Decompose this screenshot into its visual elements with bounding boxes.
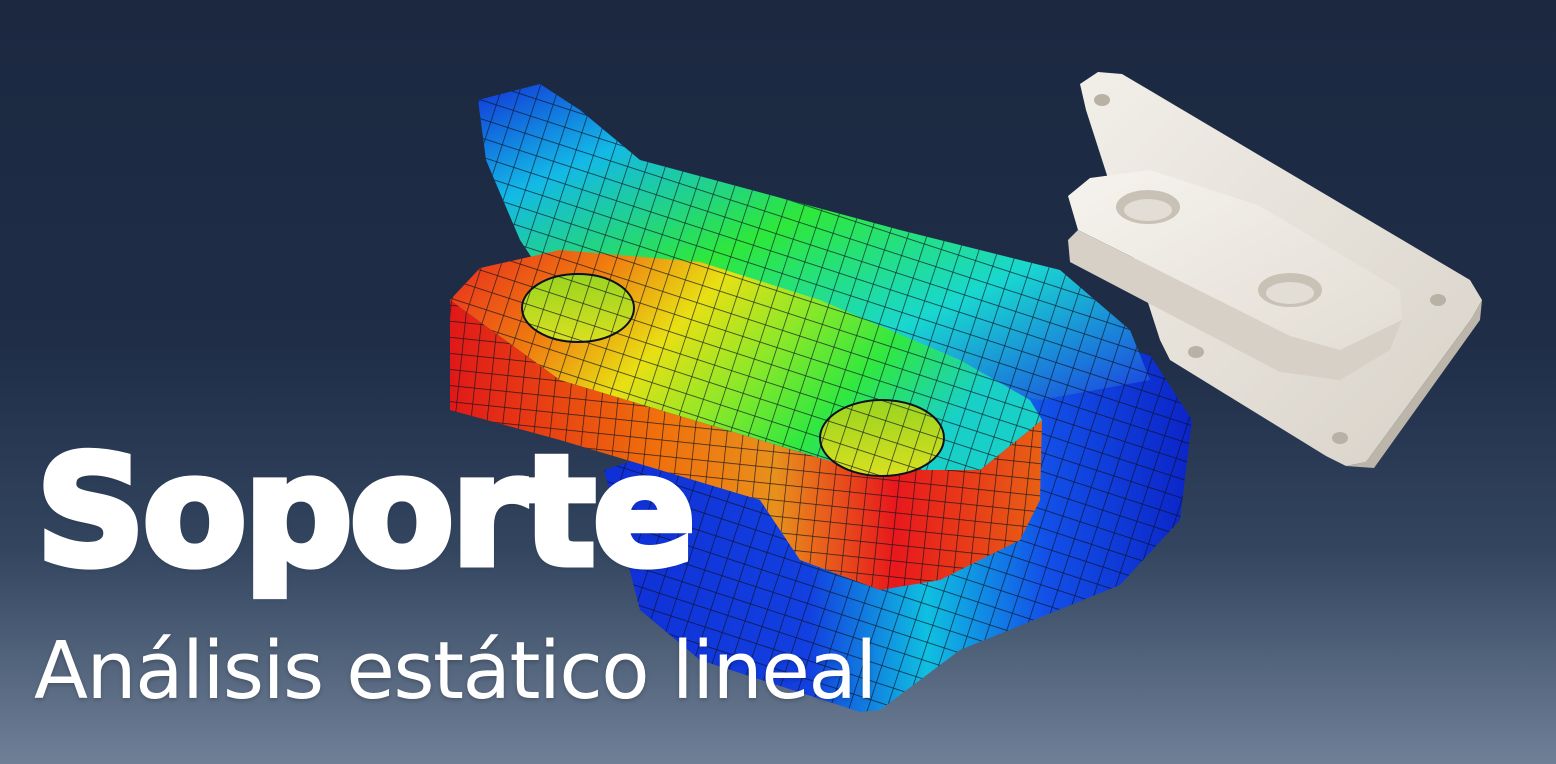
stress-contour-part xyxy=(450,84,1192,712)
solid-part-model xyxy=(1068,72,1482,468)
page-subtitle: Análisis estático lineal xyxy=(34,625,877,717)
page-title: Soporte xyxy=(33,423,700,600)
